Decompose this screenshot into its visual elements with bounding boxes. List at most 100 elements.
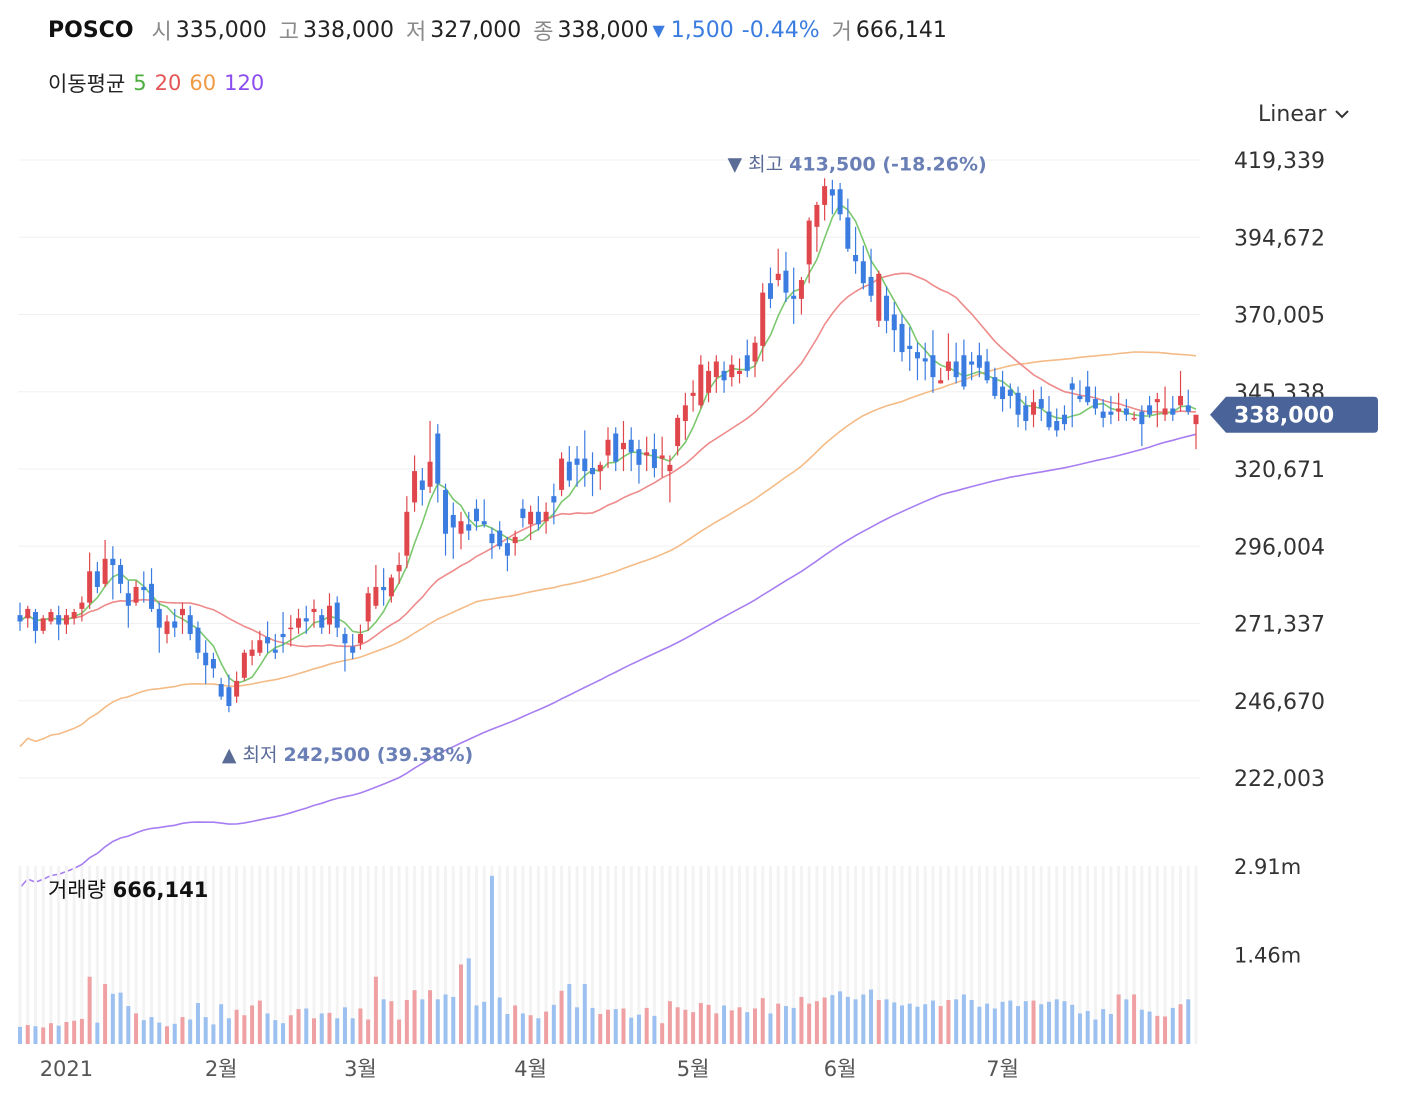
candlestick <box>249 640 255 666</box>
volume-bar <box>312 1018 316 1044</box>
candle-body <box>56 615 62 625</box>
volume-bar <box>938 1006 943 1044</box>
candlestick <box>241 649 247 681</box>
volume-bar <box>807 1003 812 1044</box>
candle-body <box>195 627 201 653</box>
candle-body <box>334 602 340 628</box>
volume-bar <box>335 1018 340 1044</box>
volume-bar <box>327 1012 332 1044</box>
candle-body <box>1007 389 1013 396</box>
candlestick <box>1131 411 1137 421</box>
ma-60-label[interactable]: 60 <box>189 71 217 95</box>
volume-bar <box>536 1018 541 1044</box>
candlestick <box>559 452 565 497</box>
candlestick <box>876 270 882 328</box>
candle-body <box>63 615 69 625</box>
candle-body <box>512 536 518 544</box>
candlestick <box>1123 399 1129 421</box>
candlestick <box>1139 405 1145 447</box>
candle-body <box>450 514 456 528</box>
candlestick <box>528 505 534 540</box>
volume-bar <box>242 1015 247 1044</box>
candle-body <box>651 449 657 468</box>
scale-dropdown[interactable]: Linear <box>1258 98 1350 130</box>
candle-body <box>535 511 541 525</box>
candle-body <box>1015 392 1021 415</box>
candle-body <box>210 659 216 669</box>
candle-body <box>1131 417 1137 420</box>
volume-bar <box>1016 1006 1021 1044</box>
candlestick <box>853 226 859 274</box>
candle-body <box>628 439 634 453</box>
candlestick <box>32 608 38 644</box>
candle-body <box>187 615 193 634</box>
volume-bar <box>776 1003 781 1044</box>
volume-panel-label: 거래량 <box>48 878 106 902</box>
close-value: 338,000 <box>557 17 649 43</box>
candle-body <box>32 612 38 631</box>
candlestick <box>620 420 626 472</box>
volume-bar <box>575 1007 580 1044</box>
candlestick <box>396 552 402 584</box>
candlestick <box>721 361 727 393</box>
volume-bar <box>489 875 494 1044</box>
candle-body <box>1046 411 1052 428</box>
ma-120-label[interactable]: 120 <box>224 71 265 95</box>
volume-bar <box>551 1004 556 1044</box>
candle-body <box>1061 414 1067 425</box>
volume-bar <box>180 1017 185 1044</box>
time-axis-label: 5월 <box>677 1057 710 1081</box>
candle-body <box>118 565 124 584</box>
low-price-annotation: ▲ 최저 242,500 (39.38%) <box>222 744 473 766</box>
candle-body <box>945 361 951 371</box>
candlestick <box>481 499 487 528</box>
candle-body <box>814 204 820 227</box>
candle-body <box>319 615 325 628</box>
volume-bar <box>103 984 108 1044</box>
volume-bar <box>72 1020 77 1044</box>
candlestick <box>311 599 317 628</box>
ma-5-label[interactable]: 5 <box>133 71 147 95</box>
candle-body <box>172 621 178 628</box>
volume-bar <box>1101 1009 1106 1044</box>
volume-bar <box>451 996 456 1044</box>
price-axis-tick: 271,337 <box>1234 613 1325 638</box>
volume-bar <box>211 1024 216 1044</box>
volume-bar <box>195 1003 200 1044</box>
candle-body <box>528 511 534 525</box>
volume-bar <box>683 1009 688 1044</box>
candle-body <box>87 571 93 603</box>
volume-bar <box>691 1012 696 1044</box>
volume-bar <box>923 1004 928 1044</box>
volume-bar <box>350 1018 355 1044</box>
volume-bar <box>18 1026 22 1044</box>
candle-body <box>706 370 712 393</box>
candle-body <box>102 558 108 584</box>
candlestick <box>102 539 108 587</box>
candle-body <box>1092 399 1098 409</box>
candlestick <box>1031 389 1037 428</box>
candle-body <box>249 649 255 656</box>
time-axis-label: 3월 <box>344 1057 377 1081</box>
candlestick <box>613 427 619 472</box>
volume-bar <box>590 1007 595 1044</box>
volume-bar <box>845 996 850 1044</box>
volume-bar <box>838 991 843 1044</box>
volume-bar <box>606 1009 610 1044</box>
candle-body <box>40 618 46 631</box>
volume-bar <box>783 1006 788 1044</box>
candlestick <box>829 179 835 215</box>
volume-bar <box>149 1017 154 1044</box>
volume-bar <box>1000 1001 1005 1044</box>
volume-bar <box>1147 1011 1152 1044</box>
candle-body <box>110 558 116 566</box>
volume-bar <box>621 1008 626 1044</box>
candlestick <box>25 605 31 628</box>
candlestick <box>992 367 998 400</box>
ma-20-label[interactable]: 20 <box>154 71 182 95</box>
candlestick <box>868 248 874 302</box>
candle-body <box>791 295 797 299</box>
volume-bar <box>118 992 123 1044</box>
candlestick <box>427 420 433 494</box>
